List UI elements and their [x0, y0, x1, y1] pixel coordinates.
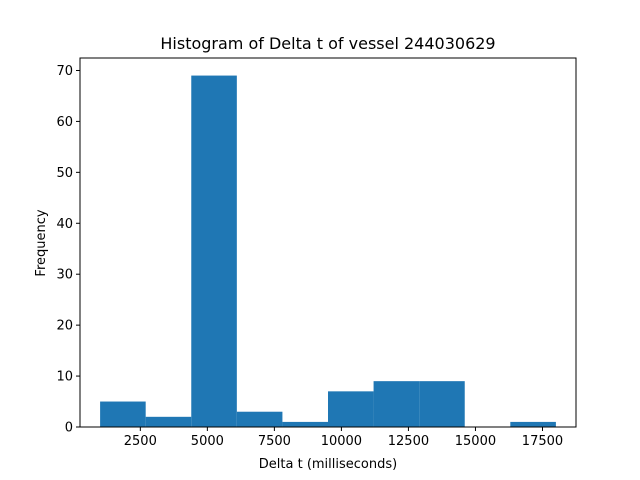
y-tick-label: 0 [65, 421, 73, 436]
x-tick-label: 2500 [124, 434, 157, 449]
y-tick-label: 10 [56, 370, 73, 385]
y-tick-label: 30 [56, 268, 73, 283]
chart-title: Histogram of Delta t of vessel 244030629 [160, 34, 495, 53]
x-tick-label: 17500 [522, 434, 563, 449]
histogram-bar [236, 411, 283, 427]
histogram-bar [419, 381, 465, 427]
x-tick-label: 7500 [258, 434, 291, 449]
plot-frame [79, 57, 577, 428]
histogram-bar [191, 75, 237, 428]
histogram-bar [328, 391, 374, 427]
y-axis-label: Frequency [34, 209, 49, 276]
x-tick-label: 5000 [191, 434, 224, 449]
y-tick-label: 60 [56, 115, 73, 130]
histogram-bar [510, 421, 556, 427]
y-tick-label: 20 [56, 319, 73, 334]
bars-group [100, 75, 556, 428]
x-axis-label: Delta t (milliseconds) [259, 457, 397, 472]
histogram-bar [282, 421, 328, 427]
y-axis-ticks: 0 10 20 30 40 50 60 70 [56, 64, 80, 436]
y-tick-label: 50 [56, 166, 73, 181]
x-tick-label: 10000 [321, 434, 362, 449]
x-axis-ticks: 2500 5000 7500 10000 12500 15000 17500 [124, 427, 563, 449]
histogram-bar [145, 416, 192, 427]
y-tick-label: 70 [56, 64, 73, 79]
x-tick-label: 15000 [455, 434, 496, 449]
histogram-bar [373, 381, 420, 427]
x-tick-label: 12500 [388, 434, 429, 449]
y-tick-label: 40 [56, 217, 73, 232]
histogram-bar [100, 401, 146, 427]
